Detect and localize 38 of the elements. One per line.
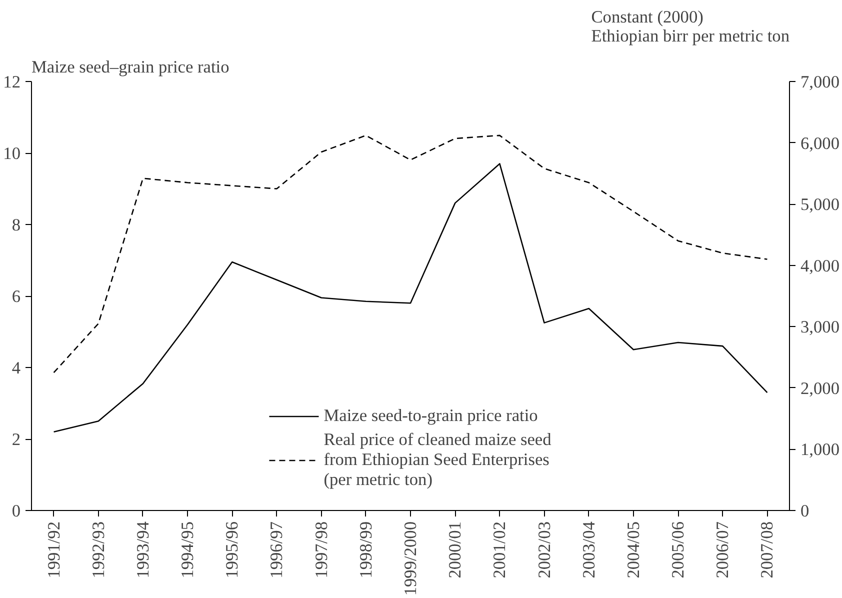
y2-axis-title: Constant (2000) Ethiopian birr per metric ton: [591, 8, 790, 46]
legend-label: Maize seed-to-grain price ratio: [324, 406, 538, 426]
x-tick-label: 2000/01: [446, 521, 465, 578]
line-series: [53, 134, 768, 374]
y-tick-label: 10: [3, 144, 20, 163]
y2-tick-label: 4,000: [800, 256, 840, 276]
x-tick-label: 1992/93: [88, 521, 108, 578]
y-tick-label: 4: [12, 358, 21, 378]
y2-tick-label: 2,000: [800, 378, 840, 398]
x-tick-label: 1995/96: [222, 521, 242, 578]
y-tick-label: 6: [12, 287, 21, 306]
x-tick-label: 1998/99: [356, 521, 376, 578]
y2-tick-label: 3,000: [800, 318, 840, 337]
y-axis-title: Maize seed–grain price ratio: [32, 58, 230, 76]
x-tick-label: 2006/07: [713, 521, 732, 578]
x-tick-label: 2007/08: [758, 521, 777, 578]
x-tick-label: 2002/03: [534, 521, 554, 578]
y2-tick-label: 0: [800, 502, 810, 520]
x-tick-label: 1994/95: [178, 521, 198, 578]
x-tick-label: 2005/06: [668, 521, 688, 578]
y2-tick-label: 5,000: [800, 195, 840, 214]
legend-label: Real price of cleaned maize seed from Ethiopian Seed Enterprises (per metric ton): [324, 430, 552, 490]
x-tick-label: 1996/97: [267, 521, 286, 578]
y-tick-label: 12: [3, 72, 20, 92]
y2-tick-label: 6,000: [800, 134, 840, 153]
x-tick-label: 2001/02: [490, 521, 510, 578]
y2-tick-label: 7,000: [800, 72, 840, 92]
x-tick-label: 1991/92: [44, 521, 64, 578]
x-tick-label: 1999/2000: [401, 521, 420, 596]
y-tick-label: 2: [12, 430, 21, 449]
x-tick-label: 2003/04: [579, 521, 598, 578]
line-series: [53, 163, 768, 432]
y-tick-label: 8: [12, 216, 21, 234]
y2-tick-label: 1,000: [800, 440, 840, 460]
x-tick-label: 2004/05: [624, 521, 643, 578]
x-tick-label: 1997/98: [312, 521, 331, 578]
x-tick-label: 1993/94: [133, 521, 152, 578]
y-tick-label: 0: [12, 502, 21, 520]
